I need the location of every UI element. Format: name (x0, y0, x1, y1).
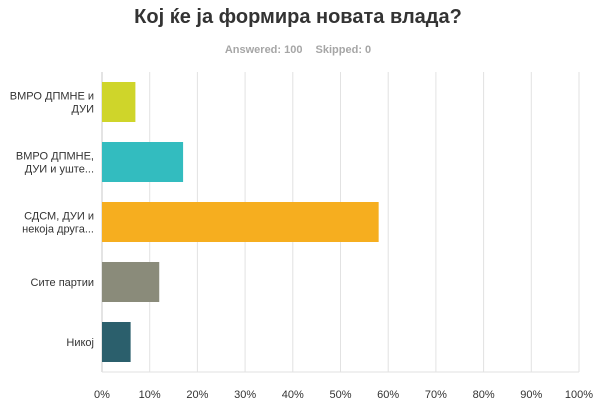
x-tick-label: 10% (139, 389, 161, 401)
category-label: СДСМ, ДУИ и некоја друга... (22, 211, 94, 236)
x-tick-label: 30% (234, 389, 256, 401)
category-label: ВМРО ДПМНЕ, ДУИ и уште... (16, 151, 94, 176)
x-tick-label: 100% (565, 389, 593, 401)
category-label-line: ВМРО ДПМНЕ, (16, 151, 94, 163)
x-tick-label: 20% (186, 389, 208, 401)
x-tick-label: 60% (377, 389, 399, 401)
category-label-line: Сите партии (31, 277, 94, 289)
x-tick-label: 70% (425, 389, 447, 401)
bar (102, 142, 184, 182)
category-label-line: ВМРО ДПМНЕ и (10, 91, 94, 103)
category-label-line: СДСМ, ДУИ и (24, 211, 94, 223)
chart-title: Кој ќе ја формира новата влада? (134, 6, 462, 28)
category-label-line: ДУИ (72, 104, 94, 116)
response-stats: Answered: 100 Skipped: 0 (0, 44, 596, 56)
bar (102, 322, 131, 362)
category-label: Никој (66, 337, 94, 349)
category-label: Сите партии (31, 277, 94, 289)
category-label-line: Никој (66, 337, 94, 349)
answered-count: Answered: 100 (224, 44, 303, 56)
category-label-line: ДУИ и уште... (25, 164, 94, 176)
bar (102, 262, 160, 302)
x-tick-label: 40% (282, 389, 304, 401)
category-label: ВМРО ДПМНЕ и ДУИ (10, 91, 94, 116)
x-tick-label: 80% (473, 389, 495, 401)
category-label-line: некоја друга... (22, 224, 94, 236)
bar (102, 82, 136, 122)
skipped-count: Skipped: 0 (315, 44, 372, 56)
bar (102, 202, 379, 242)
x-tick-label: 0% (94, 389, 110, 401)
x-tick-label: 90% (520, 389, 542, 401)
x-tick-label: 50% (329, 389, 351, 401)
